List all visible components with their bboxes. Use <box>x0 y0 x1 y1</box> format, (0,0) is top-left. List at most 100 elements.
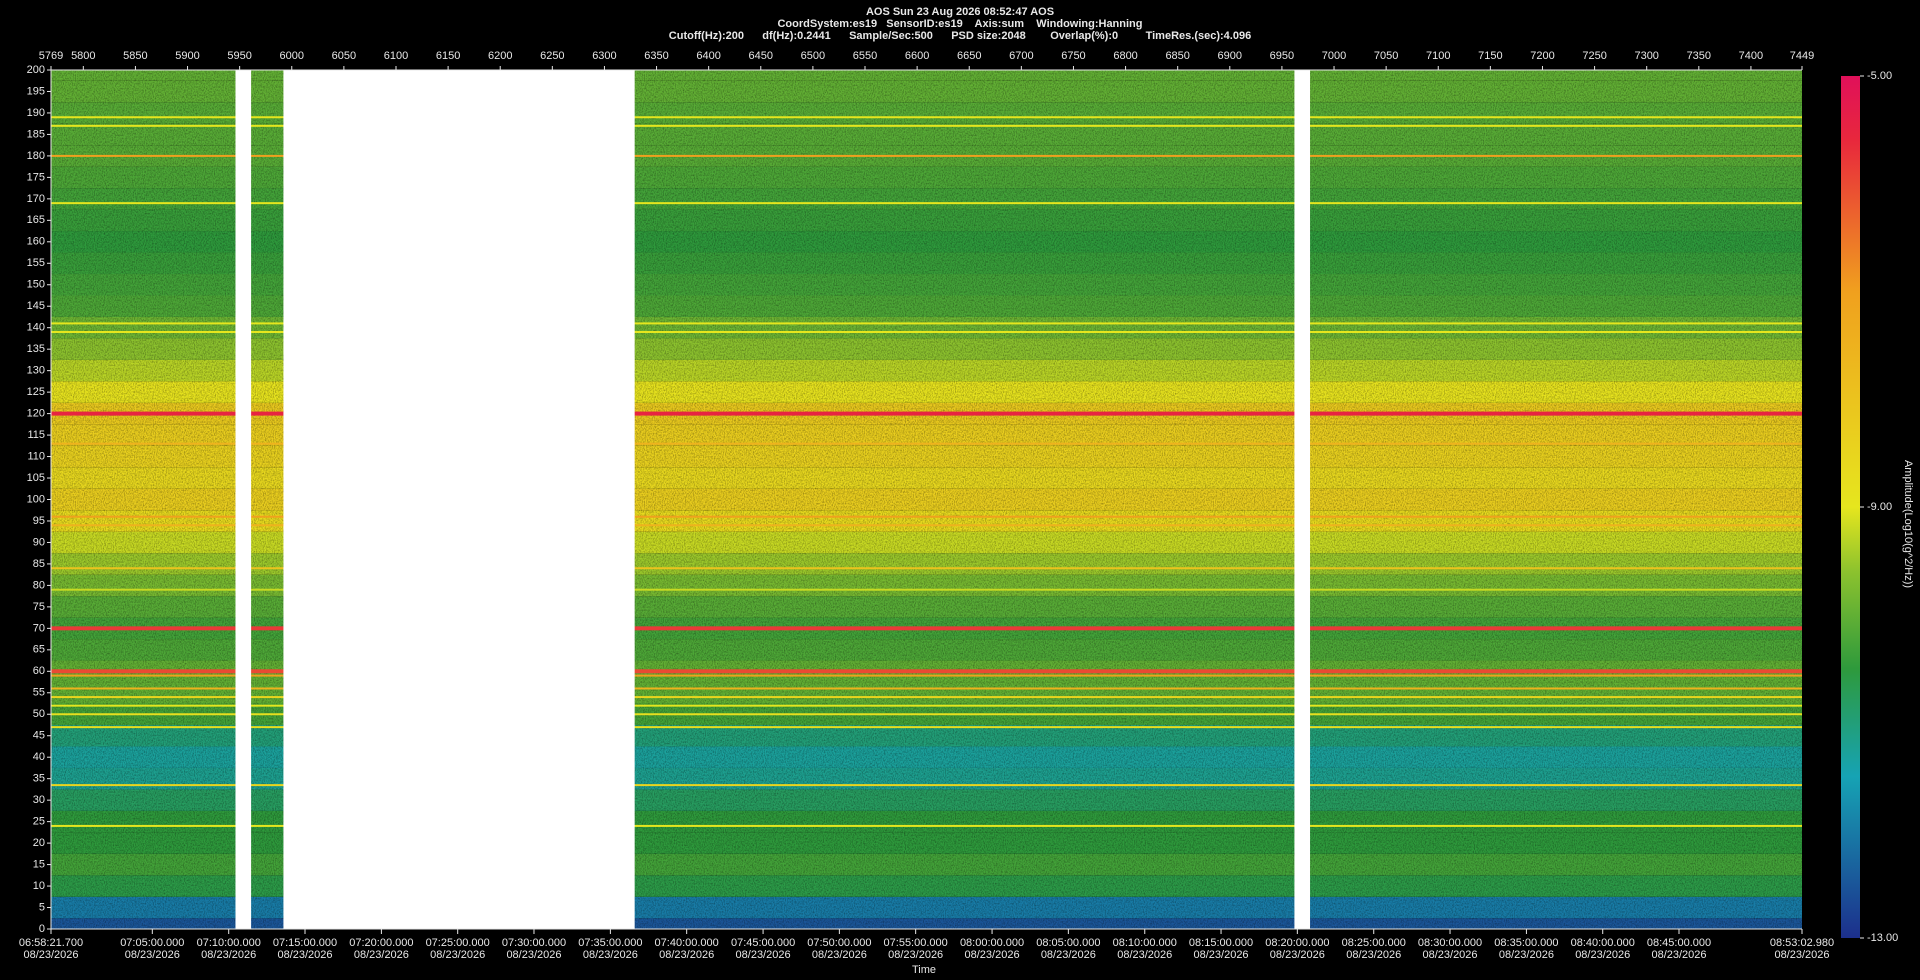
y-tick-label: 0 <box>39 923 45 935</box>
title: AOS Sun 23 Aug 2026 08:52:47 AOS <box>866 6 1054 18</box>
frequency-line <box>51 588 1802 591</box>
y-tick-label: 170 <box>27 193 45 205</box>
y-tick-label: 75 <box>33 601 45 613</box>
frequency-line <box>51 696 1802 699</box>
frequency-line <box>51 524 1802 527</box>
time-tick-label: 07:15:00.000 <box>273 937 337 949</box>
x-tick-label: 7350 <box>1687 50 1711 62</box>
time-tick-label: 07:30:00.000 <box>502 937 566 949</box>
frequency-line <box>51 726 1802 729</box>
time-tick-label: 08:10:00.000 <box>1113 937 1177 949</box>
frequency-line <box>51 687 1802 690</box>
date-tick-label: 08/23/2026 <box>1194 949 1249 961</box>
y-tick-label: 160 <box>27 236 45 248</box>
y-tick-label: 180 <box>27 150 45 162</box>
time-tick-label: 07:45:00.000 <box>731 937 795 949</box>
date-tick-label: 08/23/2026 <box>812 949 867 961</box>
x-tick-label: 6450 <box>749 50 773 62</box>
time-tick-label: 08:45:00.000 <box>1647 937 1711 949</box>
date-tick-label: 08/23/2026 <box>583 949 638 961</box>
y-tick-label: 50 <box>33 708 45 720</box>
y-tick-label: 145 <box>27 300 45 312</box>
time-tick-label: 08:00:00.000 <box>960 937 1024 949</box>
time-tick-label: 07:40:00.000 <box>655 937 719 949</box>
frequency-line <box>51 824 1802 827</box>
date-tick-label: 08/23/2026 <box>1041 949 1096 961</box>
y-tick-label: 95 <box>33 515 45 527</box>
y-tick-label: 90 <box>33 536 45 548</box>
y-tick-label: 40 <box>33 751 45 763</box>
x-tick-label: 5800 <box>71 50 95 62</box>
frequency-line <box>51 713 1802 716</box>
x-tick-label: 6950 <box>1270 50 1294 62</box>
x-tick-label: 6500 <box>801 50 825 62</box>
time-tick-label: 08:35:00.000 <box>1494 937 1558 949</box>
y-tick-label: 5 <box>39 901 45 913</box>
date-tick-label: 08/23/2026 <box>1270 949 1325 961</box>
y-tick-label: 35 <box>33 773 45 785</box>
time-tick-label: 07:10:00.000 <box>197 937 261 949</box>
y-tick-label: 45 <box>33 730 45 742</box>
x-tick-label: 6650 <box>957 50 981 62</box>
x-tick-label: 6200 <box>488 50 512 62</box>
y-tick-label: 70 <box>33 622 45 634</box>
date-tick-label: 08/23/2026 <box>1499 949 1554 961</box>
date-tick-label: 08/23/2026 <box>1117 949 1172 961</box>
x-tick-label: 7449 <box>1790 50 1814 62</box>
time-tick-label: 07:50:00.000 <box>807 937 871 949</box>
y-tick-label: 140 <box>27 322 45 334</box>
date-tick-label: 08/23/2026 <box>125 949 180 961</box>
frequency-line <box>51 322 1802 325</box>
x-tick-label: 7000 <box>1322 50 1346 62</box>
date-tick-label: 08/23/2026 <box>354 949 409 961</box>
x-tick-label: 5850 <box>123 50 147 62</box>
x-tick-label: 7250 <box>1582 50 1606 62</box>
frequency-line <box>51 704 1802 707</box>
x-tick-label: 6750 <box>1061 50 1085 62</box>
x-tick-label: 7150 <box>1478 50 1502 62</box>
date-tick-label: 08/23/2026 <box>1774 949 1829 961</box>
time-tick-label: 07:05:00.000 <box>120 937 184 949</box>
y-tick-label: 200 <box>27 64 45 76</box>
x-tick-label: 6250 <box>540 50 564 62</box>
frequency-line <box>51 674 1802 677</box>
time-tick-label: 06:58:21.700 <box>19 937 83 949</box>
frequency-line <box>51 626 1802 631</box>
time-tick-label: 08:05:00.000 <box>1036 937 1100 949</box>
y-tick-label: 80 <box>33 579 45 591</box>
y-tick-label: 110 <box>27 450 45 462</box>
date-tick-label: 08/23/2026 <box>1346 949 1401 961</box>
frequency-line <box>51 116 1802 119</box>
x-tick-label: 7300 <box>1634 50 1658 62</box>
frequency-line <box>51 567 1802 570</box>
parameters: Cutoff(Hz):200 df(Hz):0.2441 Sample/Sec:… <box>669 30 1251 42</box>
date-tick-label: 08/23/2026 <box>736 949 791 961</box>
y-tick-label: 125 <box>27 386 45 398</box>
frequency-line <box>51 669 1802 674</box>
frequency-line <box>51 124 1802 127</box>
time-tick-label: 08:15:00.000 <box>1189 937 1253 949</box>
x-tick-label: 7100 <box>1426 50 1450 62</box>
x-tick-label: 6100 <box>384 50 408 62</box>
date-tick-label: 08/23/2026 <box>1651 949 1706 961</box>
y-tick-label: 130 <box>27 365 45 377</box>
y-tick-label: 165 <box>27 214 45 226</box>
y-tick-label: 100 <box>27 493 45 505</box>
x-tick-label: 6900 <box>1218 50 1242 62</box>
colorbar-tick-label: -9.00 <box>1867 501 1892 513</box>
colorbar-label: Amplitude(Log10(g^2/Hz)) <box>1902 460 1914 588</box>
frequency-line <box>51 154 1802 157</box>
y-tick-label: 55 <box>33 687 45 699</box>
y-tick-label: 135 <box>27 343 45 355</box>
colorbar-tick-label: -13.00 <box>1867 932 1898 944</box>
x-tick-label: 6600 <box>905 50 929 62</box>
date-tick-label: 08/23/2026 <box>23 949 78 961</box>
x-tick-label: 6700 <box>1009 50 1033 62</box>
y-tick-label: 190 <box>27 107 45 119</box>
y-tick-label: 30 <box>33 794 45 806</box>
x-tick-label: 6050 <box>332 50 356 62</box>
y-tick-label: 10 <box>33 880 45 892</box>
date-tick-label: 08/23/2026 <box>201 949 256 961</box>
y-tick-label: 20 <box>33 837 45 849</box>
